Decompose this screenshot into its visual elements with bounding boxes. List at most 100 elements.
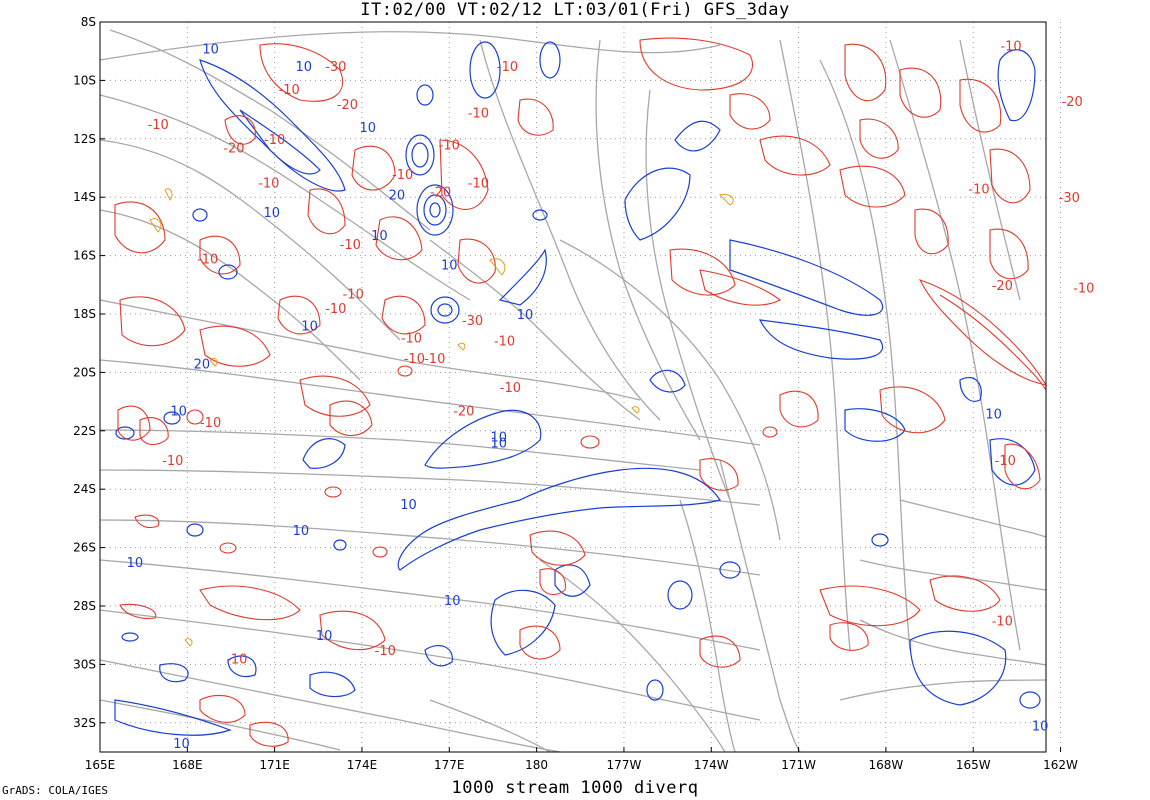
positive-contour [309,671,356,698]
negative-contour [517,98,554,136]
longitude-tick-labels: 165E 168E 171E 174E 177E 180 177W 174W 171W 168W 1… [85,747,1078,772]
negative-contour [319,610,386,651]
longitude-label: 180 [525,758,548,772]
contour-label: 10 [173,737,190,752]
minor-contour [631,406,640,414]
positive-contour [498,248,547,306]
positive-contour [997,49,1036,122]
streamline [99,609,761,721]
streamline [859,559,1047,591]
software-credit: GrADS: COLA/IGES [2,784,108,797]
negative-contour [918,279,1048,386]
streamline [779,39,851,651]
positive-contour [199,59,346,192]
negative-contour [199,325,271,367]
contour-label: -10 [995,454,1016,469]
positive-contour [490,589,556,656]
positive-contour [649,369,686,393]
negative-contour [839,165,906,208]
contour-label: 10 [491,431,508,446]
longitude-label: 165W [956,758,991,772]
positive-contour [411,142,429,168]
negative-contour [199,694,246,723]
positive-contour [871,533,889,547]
negative-contour [759,135,831,176]
contour-label: -10 [401,331,422,346]
positive-contour [959,377,982,402]
contour-label: -30 [1059,191,1080,206]
streamline [559,239,781,541]
streamline [99,31,721,61]
longitude-label: 165E [85,758,116,772]
contour-label: 10 [293,524,310,539]
latitude-label: 16S [73,249,96,263]
positive-contour [430,296,460,324]
negative-contour [372,546,388,558]
negative-contour [277,295,321,335]
latitude-label: 32S [73,716,96,730]
contour-label: -10 [424,352,445,367]
negative-contour [439,139,489,210]
contour-label: -10 [1073,282,1094,297]
positive-contour [239,109,321,175]
streamline [679,499,736,753]
streamline [99,429,701,471]
negative-contour [186,409,204,425]
positive-contour [227,655,257,678]
contour-label: 10 [491,436,508,451]
negative-contour [134,514,160,529]
positive-contour [989,438,1036,486]
contour-label: 10 [127,556,144,571]
positive-contour [333,539,347,551]
contour-label: 10 [371,229,388,244]
latitude-label: 22S [73,424,96,438]
negative-contour [699,635,741,668]
negative-contour [859,118,899,159]
contour-label: -10 [392,168,413,183]
negative-contour [879,386,946,434]
latitude-label: 24S [73,482,96,496]
positive-contour [121,632,139,642]
negative-contour [989,228,1029,280]
contour-label: 20 [194,358,211,373]
contour-label: 10 [301,320,318,335]
negative-contour [939,294,1047,391]
positive-contour [114,699,232,736]
contour-label: 10 [444,594,461,609]
contour-label: -10 [494,334,515,349]
contour-label: 10 [441,258,458,273]
negative-contour [199,585,301,621]
positive-contour [424,645,453,667]
longitude-label: 171W [781,758,816,772]
longitude-label: 174W [694,758,729,772]
contour-label: -10 [468,107,489,122]
contour-label: -20 [453,404,474,419]
positive-contour [532,209,548,221]
latitude-label: 30S [73,657,96,671]
positive-contour [667,580,693,610]
contour-label: 10 [985,407,1002,422]
negative-contour [139,417,169,445]
contour-label: -10 [325,302,346,317]
negative-contour [249,721,289,747]
contour-label: -10 [439,139,460,154]
minor-contour [457,342,466,351]
contour-label: 10 [295,60,312,75]
contour-label: -20 [1062,95,1083,110]
contour-label: -10 [1000,39,1021,54]
negative-contour [989,148,1031,204]
positive-contour [646,679,664,701]
negative-contour [580,435,600,449]
streamline [99,519,761,576]
positive-contour [758,319,883,360]
negative-contour [259,43,343,102]
negative-contour [351,145,396,191]
positive-contour [397,467,721,571]
positive-contour [539,41,561,79]
streamline [595,39,701,441]
negative-contour [381,295,426,335]
positive-contour [405,134,435,176]
minor-contours [149,188,734,647]
negative-contour [397,365,413,377]
streamline [99,469,761,506]
